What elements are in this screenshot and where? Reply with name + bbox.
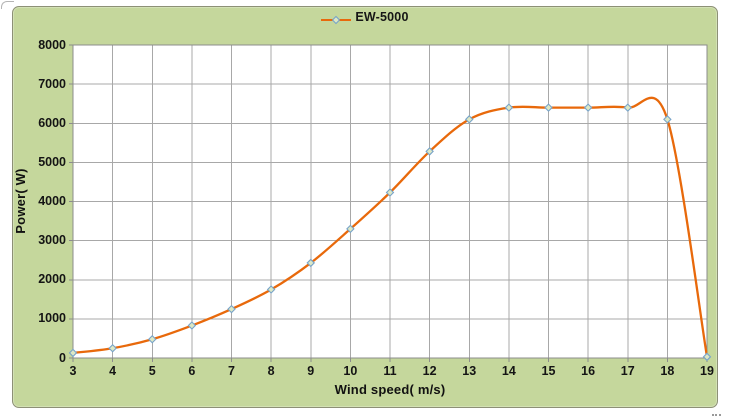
- data-point-marker: [425, 147, 434, 156]
- data-point-marker: [623, 103, 633, 112]
- x-axis-title: Wind speed( m/s): [334, 382, 446, 397]
- data-point-marker: [266, 285, 276, 294]
- data-point-marker: [583, 103, 593, 112]
- data-point-marker: [385, 188, 395, 197]
- data-point-marker: [504, 103, 514, 112]
- data-point-marker: [68, 348, 78, 358]
- data-point-marker: [306, 258, 316, 268]
- data-point-marker: [464, 115, 474, 124]
- plot-area[interactable]: [68, 44, 712, 362]
- legend-series-label: EW-5000: [355, 10, 409, 24]
- data-point-marker: [227, 304, 236, 314]
- legend[interactable]: EW-5000: [0, 8, 730, 26]
- data-point-marker: [702, 352, 712, 362]
- data-point-marker: [663, 115, 672, 124]
- window-corner-artifact: [1, 1, 14, 9]
- data-point-marker: [108, 343, 117, 353]
- data-point-marker: [346, 224, 355, 234]
- data-point-marker: [147, 334, 157, 344]
- resize-handle-artifact: [712, 411, 721, 416]
- data-point-marker: [544, 103, 553, 112]
- y-axis-title: Power( W): [13, 168, 28, 234]
- data-point-marker: [187, 321, 197, 330]
- legend-line-marker-icon: [321, 12, 352, 25]
